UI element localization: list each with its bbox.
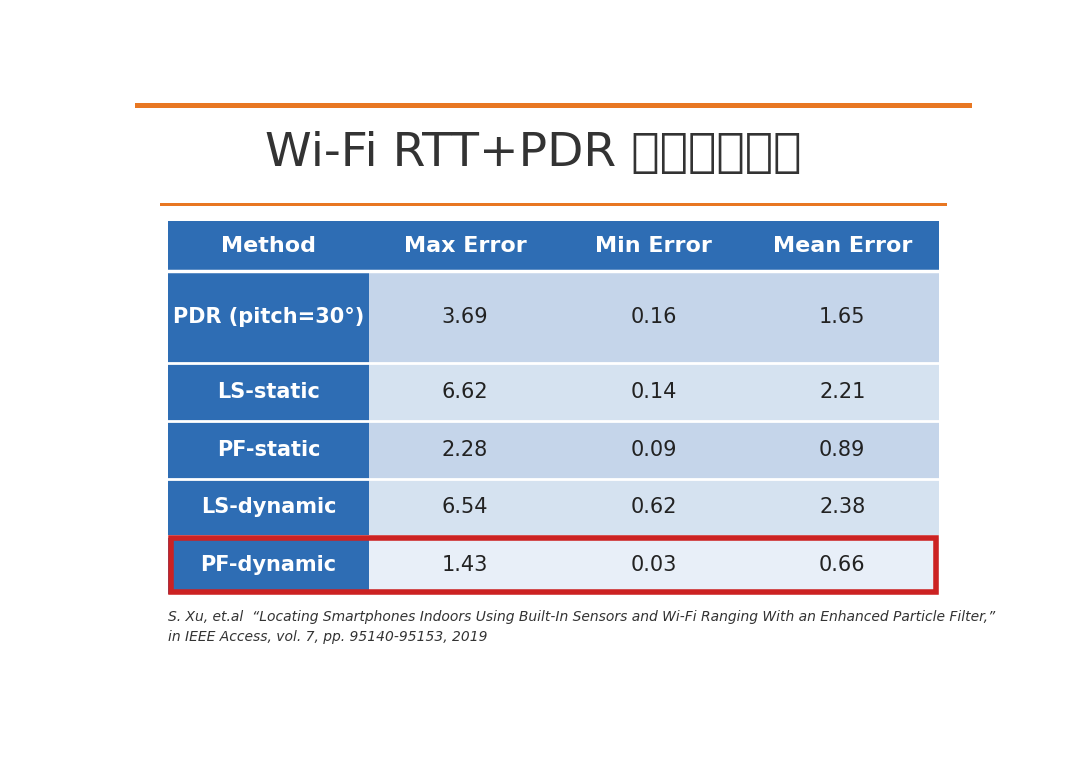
- Text: S. Xu, et.al  “Locating Smartphones Indoors Using Built-In Sensors and Wi-Fi Ran: S. Xu, et.al “Locating Smartphones Indoo…: [168, 610, 996, 624]
- FancyBboxPatch shape: [746, 478, 939, 536]
- Text: PF-dynamic: PF-dynamic: [201, 555, 337, 575]
- Text: 2.28: 2.28: [442, 439, 488, 460]
- FancyBboxPatch shape: [368, 421, 562, 478]
- FancyBboxPatch shape: [160, 203, 947, 206]
- FancyBboxPatch shape: [135, 103, 972, 108]
- Text: Wi-Fi RTT+PDR 二维定位精度: Wi-Fi RTT+PDR 二维定位精度: [265, 130, 801, 175]
- Text: Mean Error: Mean Error: [772, 236, 912, 256]
- FancyBboxPatch shape: [168, 536, 368, 594]
- FancyBboxPatch shape: [562, 536, 746, 594]
- Text: PF-static: PF-static: [217, 439, 321, 460]
- Text: 6.54: 6.54: [442, 497, 488, 517]
- Text: LS-dynamic: LS-dynamic: [201, 497, 336, 517]
- FancyBboxPatch shape: [746, 363, 939, 421]
- Text: LS-static: LS-static: [217, 382, 320, 402]
- FancyBboxPatch shape: [562, 363, 746, 421]
- Text: 0.62: 0.62: [631, 497, 677, 517]
- FancyBboxPatch shape: [368, 536, 562, 594]
- FancyBboxPatch shape: [746, 421, 939, 478]
- Text: 0.14: 0.14: [631, 382, 677, 402]
- Text: Method: Method: [221, 236, 316, 256]
- FancyBboxPatch shape: [562, 271, 746, 363]
- Text: 0.16: 0.16: [631, 307, 677, 327]
- Text: 0.03: 0.03: [631, 555, 677, 575]
- Text: in IEEE Access, vol. 7, pp. 95140-95153, 2019: in IEEE Access, vol. 7, pp. 95140-95153,…: [168, 629, 488, 644]
- Text: 2.38: 2.38: [819, 497, 865, 517]
- Text: Min Error: Min Error: [595, 236, 712, 256]
- Text: 1.65: 1.65: [819, 307, 865, 327]
- FancyBboxPatch shape: [168, 478, 368, 536]
- Text: 0.66: 0.66: [819, 555, 865, 575]
- FancyBboxPatch shape: [368, 478, 562, 536]
- FancyBboxPatch shape: [562, 478, 746, 536]
- FancyBboxPatch shape: [168, 221, 939, 271]
- Text: PDR (pitch=30°): PDR (pitch=30°): [173, 307, 364, 327]
- Text: 0.09: 0.09: [631, 439, 677, 460]
- Text: 0.89: 0.89: [819, 439, 865, 460]
- Text: 3.69: 3.69: [442, 307, 488, 327]
- Text: 1.43: 1.43: [442, 555, 488, 575]
- Text: 2.21: 2.21: [819, 382, 865, 402]
- FancyBboxPatch shape: [562, 421, 746, 478]
- FancyBboxPatch shape: [368, 271, 562, 363]
- FancyBboxPatch shape: [746, 271, 939, 363]
- FancyBboxPatch shape: [746, 536, 939, 594]
- FancyBboxPatch shape: [168, 271, 368, 363]
- Text: Max Error: Max Error: [404, 236, 526, 256]
- FancyBboxPatch shape: [368, 363, 562, 421]
- Text: 6.62: 6.62: [442, 382, 488, 402]
- FancyBboxPatch shape: [168, 363, 368, 421]
- FancyBboxPatch shape: [168, 421, 368, 478]
